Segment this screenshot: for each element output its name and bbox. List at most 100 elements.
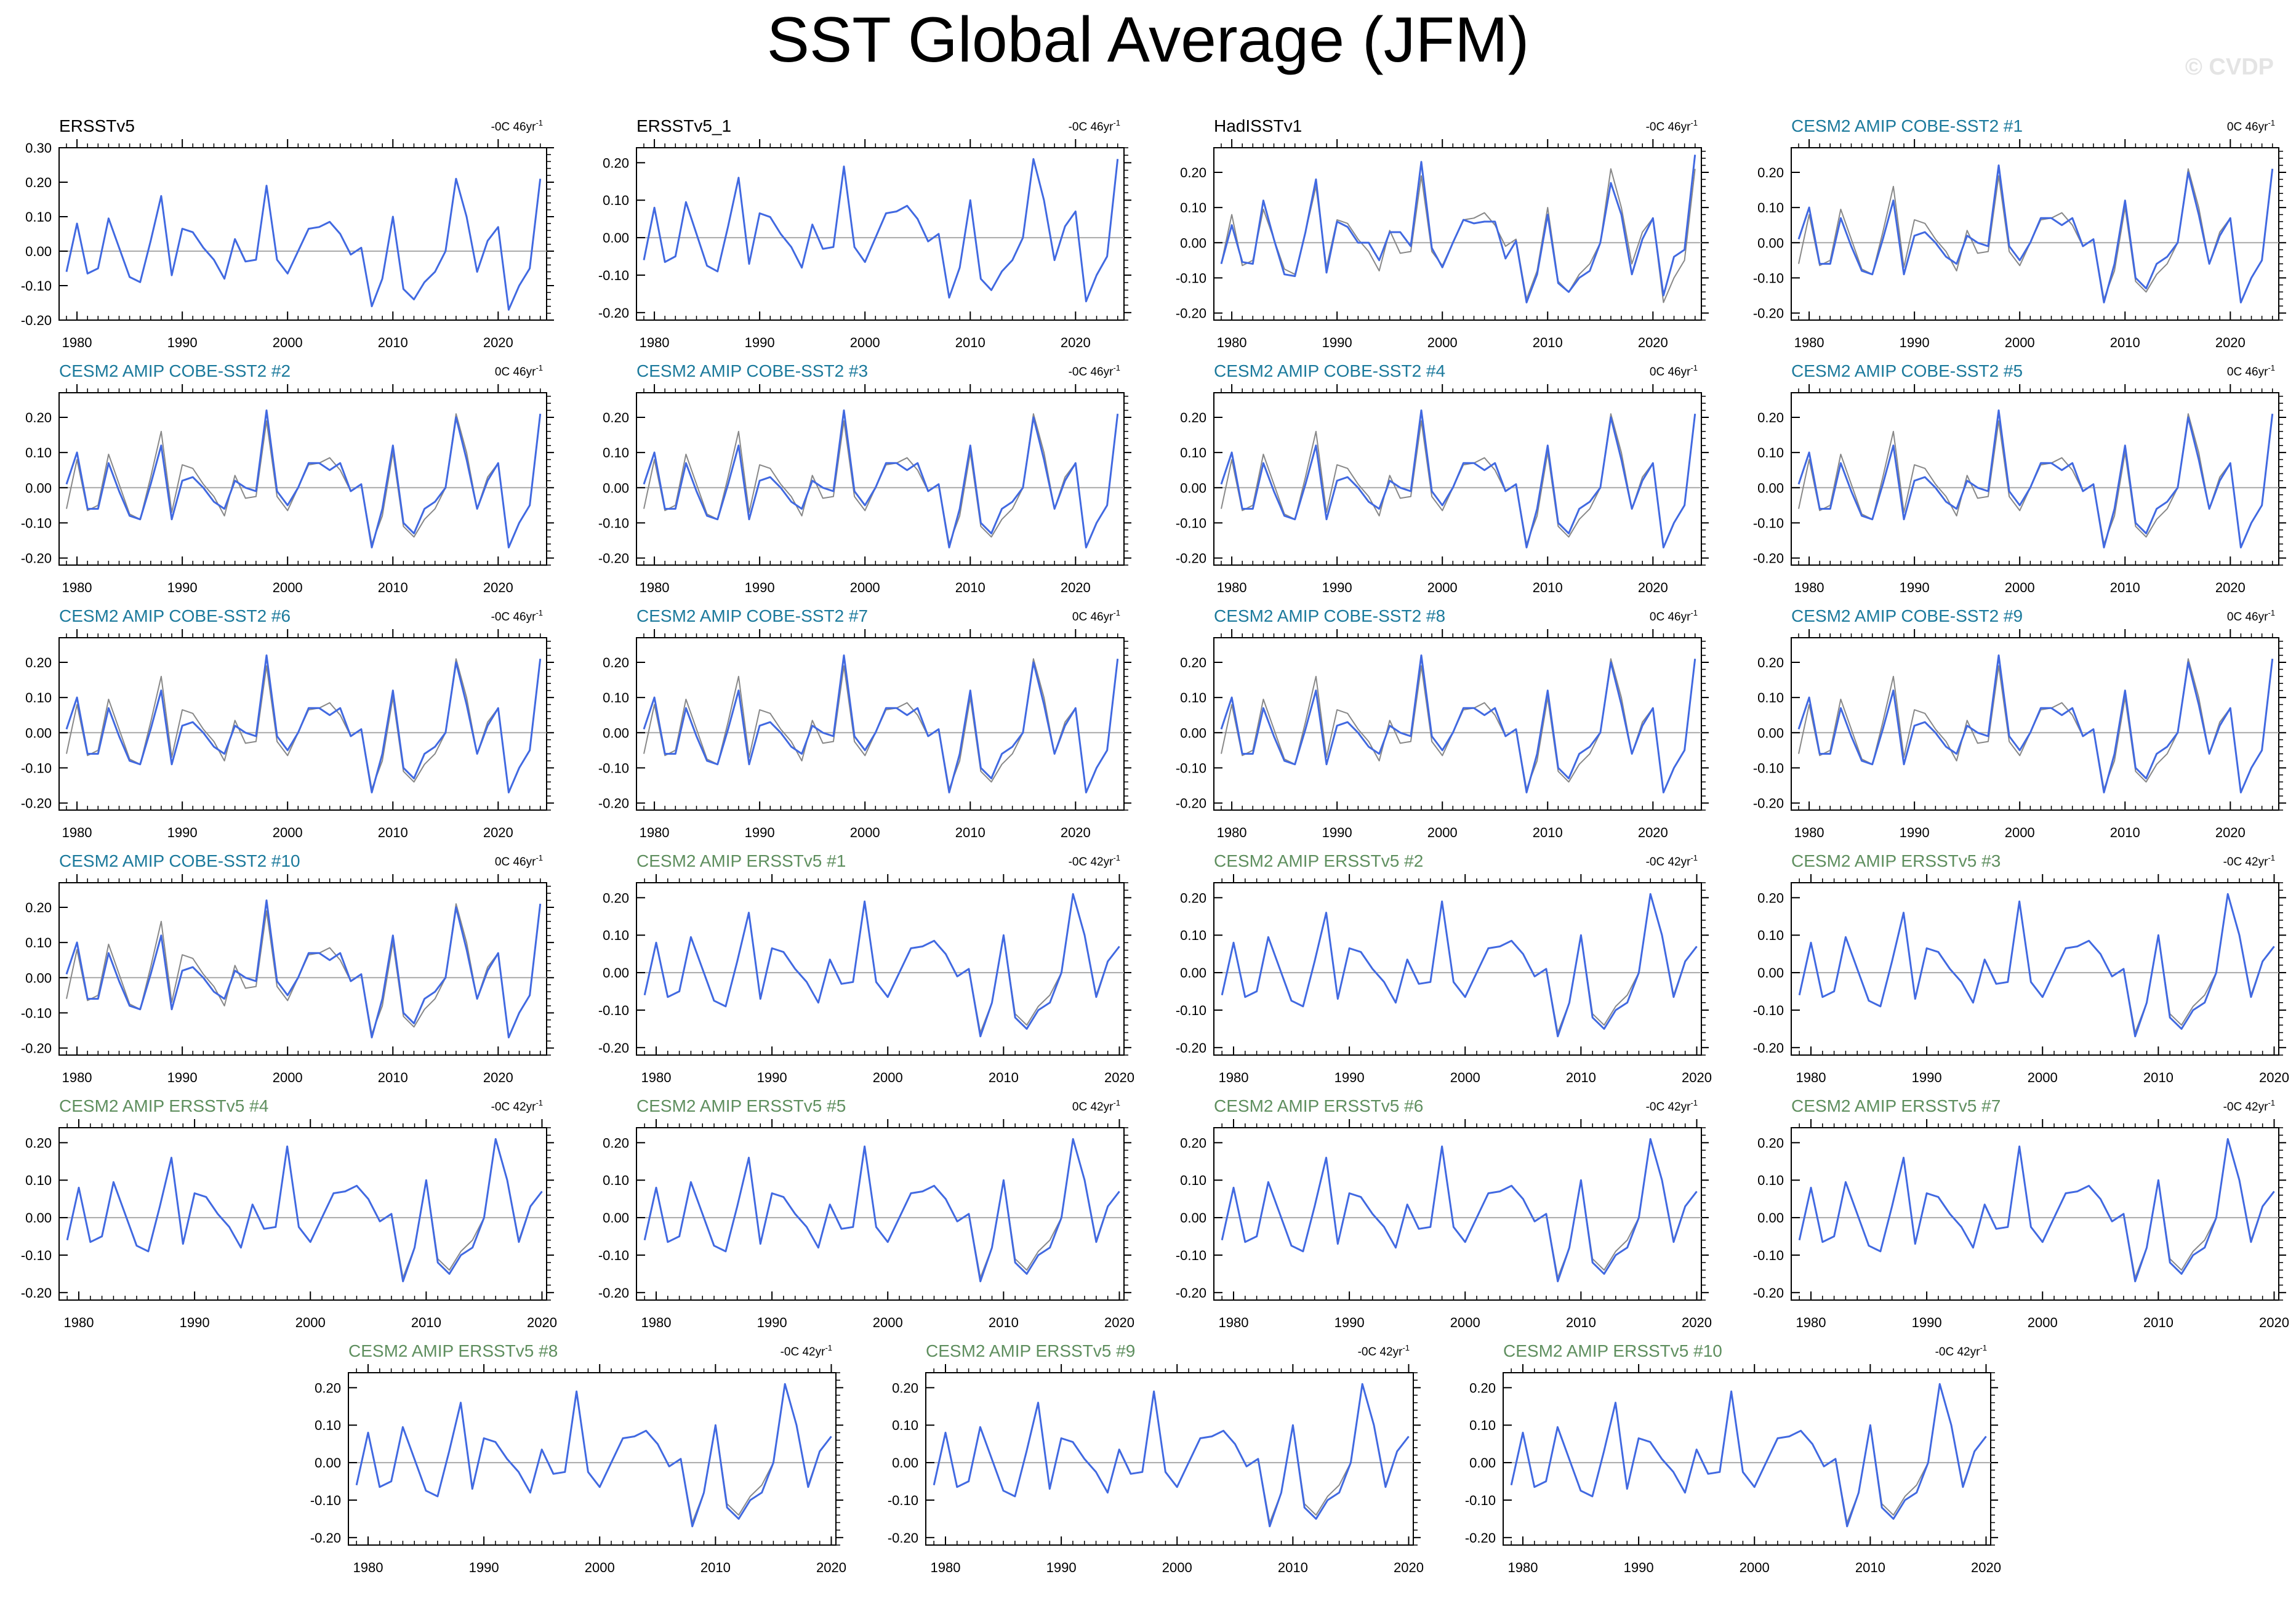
y-tick-label: 0.00 xyxy=(1180,1210,1206,1226)
panel-title: CESM2 AMIP ERSSTv5 #7 xyxy=(1791,1096,2001,1115)
panel-title: CESM2 AMIP ERSSTv5 #10 xyxy=(1503,1341,1722,1360)
x-tick-label: 1990 xyxy=(745,580,775,595)
x-tick-label: 1980 xyxy=(62,580,92,595)
y-tick-label: 0.20 xyxy=(1469,1380,1496,1395)
observation-series-line xyxy=(66,413,541,548)
y-tick-label: 0.20 xyxy=(603,655,629,670)
x-tick-label: 2000 xyxy=(1450,1070,1480,1085)
y-tick-label: 0.00 xyxy=(1180,965,1206,981)
trend-label: -0C 42yr-1 xyxy=(2223,1098,2275,1114)
x-tick-label: 2020 xyxy=(1638,580,1668,595)
y-tick-label: 0.20 xyxy=(603,155,629,171)
y-tick-label: -0.20 xyxy=(598,551,629,566)
trend-label: 0C 46yr-1 xyxy=(495,853,543,869)
observation-series-line xyxy=(66,1138,543,1279)
y-tick-label: 0.10 xyxy=(1469,1418,1496,1433)
y-tick-label: 0.10 xyxy=(1757,690,1784,705)
trend-label: -0C 42yr-1 xyxy=(1069,853,1120,869)
x-tick-label: 2020 xyxy=(1682,1315,1712,1330)
model-series-line xyxy=(1510,1383,1987,1528)
y-tick-label: 0.20 xyxy=(1757,165,1784,180)
trend-label: 0C 46yr-1 xyxy=(2227,118,2275,134)
x-tick-label: 2010 xyxy=(378,1070,408,1085)
panel-cesm2-amip-cobe-sst2-4: CESM2 AMIP COBE-SST2 #4 0C 46yr-1 0.20 0.10… xyxy=(1176,361,1709,595)
x-tick-label: 2020 xyxy=(1638,825,1668,840)
y-tick-label: 0.10 xyxy=(1180,690,1206,705)
x-tick-label: 1990 xyxy=(469,1560,499,1575)
y-tick-label: 0.10 xyxy=(25,690,52,705)
panel-title: CESM2 AMIP ERSSTv5 #1 xyxy=(636,851,846,870)
panel-cesm2-amip-cobe-sst2-6: CESM2 AMIP COBE-SST2 #6 -0C 46yr-1 0.20 0.1… xyxy=(21,606,554,840)
model-series-line xyxy=(1220,409,1696,548)
observation-series-line xyxy=(1799,1138,2275,1279)
y-tick-label: -0.10 xyxy=(1753,515,1784,531)
y-tick-label: -0.20 xyxy=(888,1530,918,1546)
x-tick-label: 2000 xyxy=(273,335,303,350)
x-tick-label: 2000 xyxy=(1162,1560,1192,1575)
plot-frame xyxy=(925,1372,1414,1546)
panel-cesm2-amip-cobe-sst2-1: CESM2 AMIP COBE-SST2 #1 0C 46yr-1 0.20 0.10… xyxy=(1753,116,2286,350)
y-tick-label: -0.20 xyxy=(1465,1530,1496,1546)
x-tick-label: 1980 xyxy=(1796,1315,1826,1330)
x-tick-label: 1980 xyxy=(641,1070,672,1085)
y-tick-label: 0.30 xyxy=(25,140,52,156)
y-tick-label: 0.00 xyxy=(25,480,52,496)
panel-hadisstv1: HadISSTv1 -0C 46yr-1 0.20 0.10 0.00 -0.10 -0.2… xyxy=(1176,116,1709,350)
observation-series-line xyxy=(1221,658,1696,793)
x-tick-label: 1980 xyxy=(931,1560,961,1575)
y-tick-label: -0.10 xyxy=(1176,515,1206,531)
y-tick-label: 0.20 xyxy=(1180,655,1206,670)
trend-label: -0C 42yr-1 xyxy=(1646,853,1698,869)
trend-label: 0C 46yr-1 xyxy=(2227,608,2275,624)
y-tick-label: -0.10 xyxy=(1753,1248,1784,1263)
y-tick-label: -0.20 xyxy=(21,1285,52,1301)
x-tick-label: 2010 xyxy=(378,580,408,595)
x-tick-label: 2010 xyxy=(378,335,408,350)
x-tick-label: 1980 xyxy=(1794,335,1824,350)
observation-series-line xyxy=(66,903,541,1038)
y-tick-label: -0.10 xyxy=(21,278,52,294)
x-tick-label: 2010 xyxy=(1533,825,1563,840)
y-tick-label: -0.20 xyxy=(598,1285,629,1301)
panel-title: CESM2 AMIP COBE-SST2 #7 xyxy=(636,606,868,625)
observation-series-line xyxy=(66,658,541,793)
trend-label: -0C 42yr-1 xyxy=(1935,1343,1987,1359)
y-tick-label: 0.10 xyxy=(892,1418,918,1433)
cvdp-watermark: © CVDP xyxy=(2185,54,2274,80)
x-tick-label: 2010 xyxy=(2110,580,2140,595)
panel-cesm2-amip-ersstv5-6: CESM2 AMIP ERSSTv5 #6 -0C 42yr-1 0.20 0.10 0… xyxy=(1176,1096,1712,1330)
y-tick-label: 0.00 xyxy=(603,480,629,496)
plot-frame xyxy=(636,637,1125,811)
panel-cesm2-amip-cobe-sst2-7: CESM2 AMIP COBE-SST2 #7 0C 46yr-1 0.20 0.10… xyxy=(598,606,1131,840)
y-tick-label: -0.10 xyxy=(310,1493,341,1508)
trend-label: -0C 42yr-1 xyxy=(491,1098,543,1114)
model-series-line xyxy=(66,1138,543,1283)
y-tick-label: -0.20 xyxy=(21,551,52,566)
x-tick-label: 2010 xyxy=(989,1070,1019,1085)
x-tick-label: 1990 xyxy=(757,1070,787,1085)
panel-title: CESM2 AMIP ERSSTv5 #6 xyxy=(1214,1096,1423,1115)
y-tick-label: -0.10 xyxy=(1176,270,1206,286)
y-tick-label: -0.10 xyxy=(1465,1493,1496,1508)
y-tick-label: 0.20 xyxy=(1180,410,1206,425)
x-tick-label: 2020 xyxy=(1061,825,1091,840)
y-tick-label: 0.20 xyxy=(603,1135,629,1150)
observation-series-line xyxy=(356,1383,832,1524)
panel-ersstv5: ERSSTv5 -0C 46yr-1 0.30 0.20 0.10 0.00 -0.10 -0… xyxy=(21,116,554,350)
model-series-line xyxy=(643,409,1119,548)
panel-title: CESM2 AMIP COBE-SST2 #5 xyxy=(1791,361,2023,380)
trend-label: -0C 46yr-1 xyxy=(1646,118,1698,134)
y-tick-label: -0.20 xyxy=(1176,1040,1206,1056)
x-tick-label: 1980 xyxy=(640,580,670,595)
x-tick-label: 1990 xyxy=(1046,1560,1077,1575)
x-tick-label: 1990 xyxy=(1912,1070,1942,1085)
trend-label: -0C 42yr-1 xyxy=(1646,1098,1698,1114)
y-tick-label: -0.10 xyxy=(1176,1248,1206,1263)
plot-frame xyxy=(58,392,547,566)
plot-frame xyxy=(1791,147,2279,321)
x-tick-label: 1980 xyxy=(62,335,92,350)
y-tick-label: -0.10 xyxy=(21,515,52,531)
plot-frame xyxy=(1213,147,1702,321)
y-tick-label: -0.10 xyxy=(1176,760,1206,776)
